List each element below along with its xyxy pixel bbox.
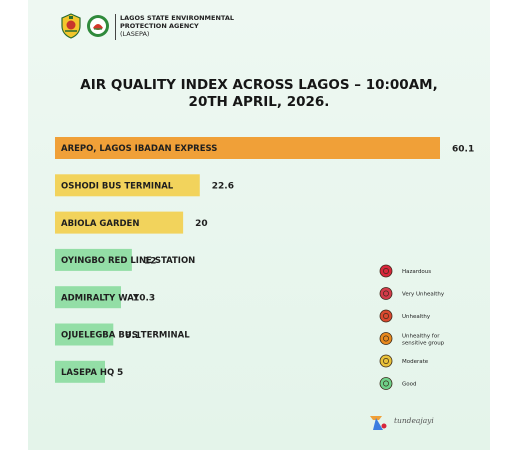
bar-value-label: 20 xyxy=(195,219,208,229)
header-divider xyxy=(115,14,116,40)
legend-swatch-icon xyxy=(379,354,393,368)
legend-label: Moderate xyxy=(402,359,429,365)
legend-label: Hazardous xyxy=(402,269,431,275)
legend-label: Unhealthy for xyxy=(402,334,440,340)
bar-5 xyxy=(55,286,121,309)
bar-value-label: 22.6 xyxy=(212,182,234,192)
agency-line-3: (LASEPA) xyxy=(120,30,150,38)
bar-category-label: AREPO, LAGOS IBADAN EXPRESS xyxy=(61,144,217,154)
legend-swatch-icon xyxy=(379,264,393,278)
bar-category-label: OJUELEGBA BUS TERMINAL xyxy=(61,331,190,341)
chart-title: AIR QUALITY INDEX ACROSS LAGOS – 10:00AM… xyxy=(28,77,490,111)
bar-category-label: ABIOLA GARDEN xyxy=(61,219,139,229)
legend-label: Very Unhealthy xyxy=(402,292,445,298)
legend-swatch-icon xyxy=(379,332,393,345)
legend-swatch-icon xyxy=(379,287,393,300)
legend-label: Unhealthy xyxy=(402,314,431,320)
chart-title-line-2: 20TH APRIL, 2026. xyxy=(188,94,330,110)
legend-face-icon xyxy=(383,358,389,364)
bar-value-label: 5 xyxy=(117,368,123,378)
aqi-bar-chart: AREPO, LAGOS IBADAN EXPRESS 60.1 OSHODI BU… xyxy=(55,137,474,390)
infographic-card: LAGOS STATE ENVIRONMENTAL PROTECTION AGE… xyxy=(28,0,490,450)
brand-signature: tundeajayi xyxy=(394,416,434,425)
legend-face-icon xyxy=(383,380,389,387)
bar-category-label: OYINGBO RED LINE STATION xyxy=(61,256,195,266)
bar-value-label: 12 xyxy=(144,256,157,266)
agency-line-1: LAGOS STATE ENVIRONMENTAL xyxy=(120,14,235,22)
bar-category-label: LASEPA HQ xyxy=(61,368,114,378)
legend-face-icon xyxy=(383,268,389,274)
legend-swatch-icon xyxy=(379,309,393,323)
chart-title-line-1: AIR QUALITY INDEX ACROSS LAGOS – 10:00AM… xyxy=(80,77,438,93)
legend-face-icon xyxy=(383,313,389,319)
legend-label: Good xyxy=(402,382,416,388)
bar-category-label: ADMIRALTY WAY xyxy=(61,293,140,303)
bar-value-label: 10.3 xyxy=(133,294,155,304)
legend-face-icon xyxy=(383,290,389,297)
agency-name: LAGOS STATE ENVIRONMENTAL PROTECTION AGE… xyxy=(120,14,310,38)
bar-7 xyxy=(55,360,105,383)
bar-category-label: OSHODI BUS TERMINAL xyxy=(61,182,174,192)
bar-4 xyxy=(55,248,132,271)
brand-logo-icon xyxy=(370,416,387,430)
bar-3 xyxy=(55,211,184,234)
bar-2 xyxy=(55,174,200,197)
bar-value-label: 60.1 xyxy=(452,144,474,154)
agency-line-2: PROTECTION AGENCY xyxy=(120,22,199,30)
bar-value-label: 9.1 xyxy=(125,331,141,341)
header: LAGOS STATE ENVIRONMENTAL PROTECTION AGE… xyxy=(28,10,328,50)
legend-face-icon xyxy=(383,335,389,342)
bar-6 xyxy=(55,323,114,346)
legend-label: sensitive group xyxy=(402,341,445,347)
bar-1 xyxy=(55,137,440,159)
lasepa-logo-icon xyxy=(87,15,109,37)
lagos-state-crest-icon xyxy=(61,13,81,39)
legend-swatch-icon xyxy=(379,377,393,390)
